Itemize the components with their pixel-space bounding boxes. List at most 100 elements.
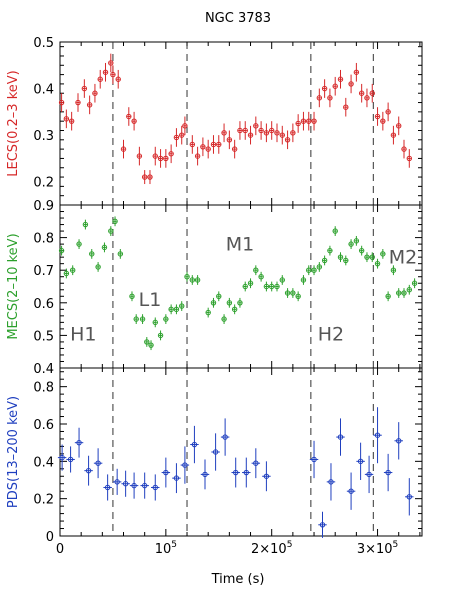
data-marker bbox=[337, 76, 344, 82]
data-point bbox=[147, 170, 153, 185]
data-point bbox=[394, 422, 403, 460]
data-marker bbox=[120, 146, 127, 152]
data-point bbox=[364, 88, 370, 108]
data-marker bbox=[321, 257, 328, 264]
data-marker bbox=[58, 99, 65, 106]
data-marker bbox=[163, 155, 169, 162]
data-marker bbox=[133, 316, 139, 322]
data-marker bbox=[358, 90, 365, 96]
data-marker bbox=[115, 76, 121, 82]
data-point bbox=[401, 139, 407, 159]
data-point bbox=[358, 83, 365, 103]
y-axis-label: MECS(2–10 keV) bbox=[6, 233, 21, 339]
data-point bbox=[242, 281, 248, 292]
data-marker bbox=[284, 290, 291, 296]
data-marker bbox=[253, 267, 259, 273]
data-marker bbox=[274, 283, 280, 290]
data-point bbox=[66, 446, 75, 473]
data-marker bbox=[231, 306, 238, 313]
data-marker bbox=[411, 280, 418, 286]
y-tick-label: 0.2 bbox=[33, 493, 54, 508]
data-marker bbox=[59, 454, 65, 461]
data-marker bbox=[222, 434, 228, 440]
data-marker bbox=[75, 99, 81, 106]
x-tick-label: 3×105 bbox=[357, 540, 398, 557]
data-point bbox=[353, 62, 360, 82]
data-marker bbox=[101, 244, 108, 251]
data-point bbox=[157, 330, 164, 341]
data-point bbox=[390, 265, 397, 276]
data-marker bbox=[202, 471, 208, 478]
data-marker bbox=[200, 144, 206, 150]
data-point bbox=[380, 249, 386, 259]
data-marker bbox=[95, 460, 101, 466]
data-point bbox=[141, 170, 148, 185]
data-point bbox=[173, 128, 180, 147]
data-marker bbox=[353, 238, 360, 244]
data-marker bbox=[279, 132, 285, 138]
data-point bbox=[385, 291, 391, 302]
state-annotation: H2 bbox=[318, 323, 344, 345]
state-annotation: L1 bbox=[139, 289, 162, 311]
data-marker bbox=[89, 251, 95, 257]
data-point bbox=[148, 340, 154, 351]
data-marker bbox=[141, 174, 148, 180]
data-marker bbox=[221, 130, 227, 136]
data-marker bbox=[210, 300, 217, 306]
data-marker bbox=[253, 123, 259, 129]
data-point bbox=[133, 314, 139, 324]
data-point bbox=[112, 216, 118, 227]
data-point bbox=[172, 463, 181, 494]
data-point bbox=[136, 146, 143, 166]
data-marker bbox=[327, 95, 333, 101]
data-marker bbox=[216, 141, 222, 148]
data-point bbox=[211, 433, 220, 471]
data-point bbox=[390, 125, 397, 145]
data-point bbox=[189, 135, 196, 154]
data-marker bbox=[348, 241, 354, 247]
data-marker bbox=[321, 85, 328, 92]
data-marker bbox=[63, 116, 70, 122]
data-marker bbox=[390, 132, 397, 138]
data-point bbox=[108, 226, 114, 236]
data-marker bbox=[92, 90, 98, 96]
data-marker bbox=[163, 469, 169, 476]
data-marker bbox=[374, 432, 381, 438]
data-marker bbox=[122, 481, 129, 487]
data-marker bbox=[366, 471, 372, 478]
data-marker bbox=[374, 113, 381, 120]
data-point bbox=[115, 69, 121, 89]
data-marker bbox=[114, 479, 120, 485]
data-marker bbox=[357, 458, 364, 465]
chart-title: NGC 3783 bbox=[205, 11, 271, 26]
data-point bbox=[152, 317, 158, 328]
data-marker bbox=[396, 290, 402, 296]
data-point bbox=[200, 137, 206, 157]
data-marker bbox=[385, 293, 391, 299]
data-point bbox=[131, 111, 137, 131]
data-point bbox=[316, 262, 323, 272]
y-tick-label: 0.5 bbox=[33, 329, 54, 344]
data-marker bbox=[168, 306, 174, 313]
data-point bbox=[140, 472, 149, 499]
data-marker bbox=[263, 473, 270, 479]
data-point bbox=[406, 149, 412, 168]
data-point bbox=[216, 135, 222, 154]
data-point bbox=[168, 304, 174, 315]
data-marker bbox=[82, 221, 89, 228]
data-marker bbox=[385, 109, 391, 115]
data-point bbox=[163, 149, 169, 168]
data-point bbox=[81, 79, 88, 98]
data-point bbox=[401, 288, 407, 298]
y-tick-label: 0.6 bbox=[33, 297, 54, 312]
data-marker bbox=[247, 280, 254, 286]
data-marker bbox=[191, 441, 198, 448]
data-point bbox=[396, 288, 402, 298]
state-annotation: H1 bbox=[70, 323, 96, 345]
data-marker bbox=[311, 118, 317, 124]
panel-1: 0.2 0.3 0.4 0.5 LECS(0.2–3 keV) bbox=[6, 36, 423, 206]
panel-2: 0.4 0.5 0.6 0.7 0.8 0.9 MECS(2–10 keV) bbox=[6, 199, 423, 377]
y-axis-label: LECS(0.2–3 keV) bbox=[6, 70, 21, 176]
data-marker bbox=[102, 69, 109, 75]
data-marker bbox=[144, 339, 150, 345]
